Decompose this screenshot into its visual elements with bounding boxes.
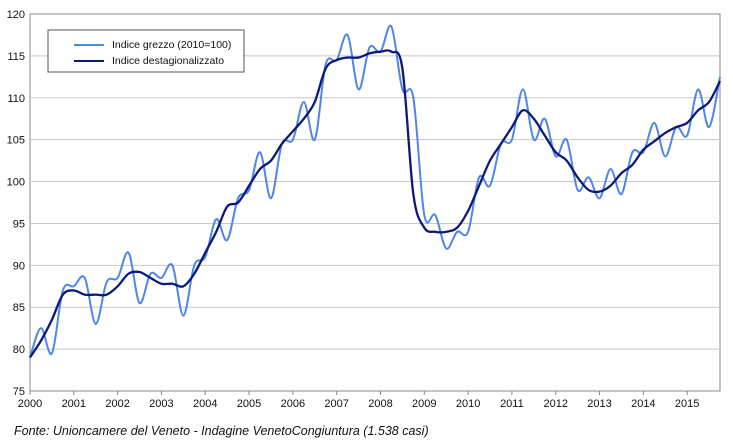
x-tick-label: 2012 (543, 398, 567, 410)
y-tick-label: 115 (7, 51, 25, 63)
x-axis-ticks: 2000 2001 2002 2003 2004 2005 2006 2007 2008 2009… (18, 391, 699, 410)
y-tick-label: 75 (13, 386, 25, 398)
x-tick-label: 2006 (281, 398, 305, 410)
source-note: Fonte: Unioncamere del Veneto - Indagine… (14, 424, 429, 438)
y-tick-label: 105 (7, 135, 25, 147)
series-lines (29, 24, 722, 359)
legend: Indice grezzo (2010=100) Indice destagio… (47, 29, 245, 73)
x-tick-label: 2009 (412, 398, 436, 410)
y-tick-label: 80 (13, 344, 25, 356)
x-tick-label: 2008 (368, 398, 392, 410)
x-tick-label: 2005 (237, 398, 261, 410)
legend-box (47, 29, 245, 73)
x-tick-label: 2010 (456, 398, 480, 410)
y-tick-label: 110 (7, 93, 25, 105)
x-tick-label: 2004 (193, 398, 217, 410)
x-tick-label: 2011 (500, 398, 524, 410)
y-tick-label: 100 (7, 177, 25, 189)
x-tick-label: 2002 (105, 398, 129, 410)
y-tick-label: 95 (13, 218, 25, 230)
x-tick-label: 2001 (62, 398, 86, 410)
x-tick-label: 2015 (675, 398, 699, 410)
series-line-seasonally-adjusted (29, 49, 722, 359)
y-axis-ticks: 75 80 85 90 95 100 105 110 115 120 (7, 9, 25, 398)
y-tick-label: 120 (7, 9, 25, 21)
plot-area (29, 13, 721, 392)
legend-label-raw-index: Indice grezzo (2010=100) (112, 39, 231, 51)
x-tick-label: 2003 (149, 398, 173, 410)
x-tick-label: 2000 (18, 398, 42, 410)
legend-label-seasonally-adjusted: Indice destagionalizzato (112, 55, 224, 67)
x-tick-label: 2007 (324, 398, 348, 410)
y-tick-label: 85 (13, 302, 25, 314)
y-tick-label: 90 (13, 260, 25, 272)
x-tick-label: 2013 (587, 398, 611, 410)
x-tick-label: 2014 (631, 398, 655, 410)
series-line-raw-index (29, 24, 721, 358)
gridlines (30, 55, 720, 350)
